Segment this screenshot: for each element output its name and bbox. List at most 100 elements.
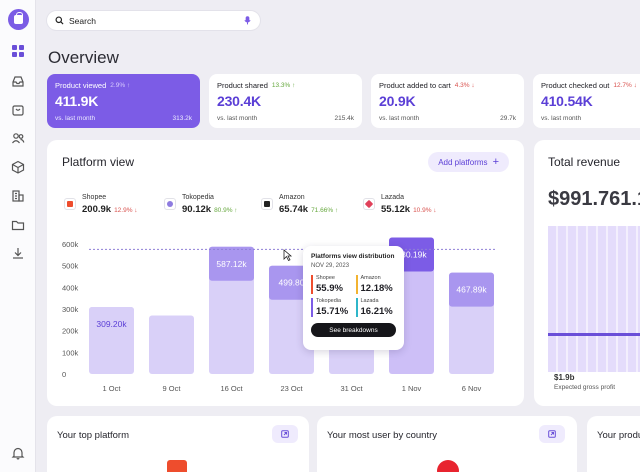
tooltip-item-tokopedia: Tokopedia 15.71% [311, 298, 352, 317]
amazon-logo-icon [261, 198, 273, 210]
x-tick-label: 23 Oct [280, 384, 303, 393]
bar-0: 309.20k [89, 307, 134, 374]
platform-value: 90.12k [182, 204, 212, 215]
gross-profit-value: $1.9b [554, 373, 575, 382]
kpi-card-product-shared[interactable]: Product shared 13.3% ↑ 230.4K vs. last mo… [209, 74, 362, 128]
page-title: Overview [48, 48, 119, 67]
dashboard-icon[interactable] [11, 44, 25, 58]
folder-icon[interactable] [11, 218, 25, 232]
cursor-icon [283, 249, 293, 262]
package-icon[interactable] [11, 160, 25, 174]
users-icon[interactable] [11, 131, 25, 145]
tooltip-item-value: 55.9% [316, 283, 343, 294]
shopee-bag-icon [167, 460, 187, 472]
y-tick-label: 0 [62, 370, 66, 379]
platform-view-title: Platform view [62, 155, 135, 169]
platform-delta: 71.66% ↑ [311, 207, 339, 214]
kpi-foot-value: 313.2k [172, 115, 192, 122]
y-tick-label: 500k [62, 262, 79, 271]
tooltip-item-name: Amazon [360, 275, 381, 281]
download-icon[interactable] [11, 246, 25, 260]
bar-2: 587.12k [209, 246, 254, 374]
kpi-label: Product added to cart [379, 81, 451, 90]
see-breakdowns-button[interactable]: See breakdowns [311, 323, 396, 337]
tooltip-date: NOV 29, 2023 [311, 263, 350, 269]
kpi-label: Product checked out [541, 81, 610, 90]
gross-profit-label: Expected gross profit [554, 384, 616, 391]
tooltip-item-amazon: Amazon 12.18% [355, 275, 397, 294]
tooltip-item-value: 16.21% [360, 306, 393, 317]
most-user-by-country-card: Your most user by country [317, 416, 577, 472]
kpi-delta: 12.7% ↓ [613, 82, 637, 89]
kpi-foot-value: 29.7k [500, 115, 516, 122]
bell-icon[interactable] [11, 446, 25, 460]
inbox-icon[interactable] [11, 74, 25, 88]
shopping-bag-icon [14, 12, 23, 24]
microphone-icon[interactable] [243, 16, 252, 25]
distribution-tooltip: Platforms view distribution NOV 29, 2023… [303, 246, 404, 350]
tokopedia-logo-icon [164, 198, 176, 210]
open-top-platform-button[interactable] [272, 425, 298, 443]
x-tick-label: 9 Oct [163, 384, 182, 393]
platform-name: Tokopedia [182, 194, 214, 201]
revenue-profit-line [548, 333, 640, 336]
revenue-bars [548, 226, 640, 372]
product-card-title: Your produ [597, 430, 640, 441]
most-user-by-country-title: Your most user by country [327, 430, 438, 441]
platform-stat-tokopedia[interactable]: Tokopedia 90.12k 80.9% ↑ [164, 194, 238, 215]
search-input[interactable]: Search [69, 15, 96, 26]
tooltip-item-shopee: Shopee 55.9% [311, 275, 352, 294]
platform-stat-shopee[interactable]: Shopee 200.9k 12.9% ↓ [64, 194, 138, 215]
cart-icon[interactable] [11, 103, 25, 117]
tooltip-item-name: Lazada [360, 298, 379, 304]
bar-label-band [269, 265, 314, 300]
kpi-delta: 4.3% ↓ [454, 82, 475, 89]
lazada-logo-icon [363, 198, 375, 210]
bar-label-band [89, 307, 134, 342]
x-tick-label: 31 Oct [340, 384, 363, 393]
top-platform-title: Your top platform [57, 430, 129, 441]
x-tick-label: 16 Oct [220, 384, 243, 393]
country-flag-icon [437, 460, 459, 472]
add-platforms-button[interactable]: Add platforms + [428, 152, 509, 172]
shopee-logo-icon [64, 198, 76, 210]
kpi-delta: 13.3% ↑ [271, 82, 296, 89]
tooltip-title: Platforms view distribution [311, 253, 395, 260]
bar-data-label: 499.80 [279, 278, 305, 288]
top-platform-card: Your top platform [47, 416, 309, 472]
bar-data-label: 467.89k [456, 285, 487, 295]
tooltip-item-lazada: Lazada 16.21% [355, 298, 397, 317]
y-tick-label: 300k [62, 305, 79, 314]
kpi-card-product-added-to-cart[interactable]: Product added to cart 4.3% ↓ 20.9K vs. la… [371, 74, 524, 128]
kpi-foot-value: 215.4k [334, 115, 354, 122]
kpi-value: 20.9K [379, 93, 416, 109]
platform-delta: 12.9% ↓ [114, 207, 138, 214]
tooltip-item-value: 15.71% [316, 306, 349, 317]
total-revenue-value: $991.761.1 [548, 188, 640, 210]
platform-value: 200.9k [82, 204, 112, 215]
app-logo[interactable] [8, 9, 29, 30]
y-tick-label: 100k [62, 348, 79, 357]
x-tick-label: 1 Oct [103, 384, 122, 393]
search-bar[interactable]: Search [47, 11, 260, 30]
total-revenue-title: Total revenue [548, 155, 621, 169]
kpi-card-product-viewed[interactable]: Product viewed 2.9% ↑ 411.9K vs. last mon… [47, 74, 200, 128]
add-platforms-label: Add platforms [438, 157, 488, 167]
kpi-value: 410.54K [541, 93, 593, 109]
bar-data-label: 587.12k [216, 259, 247, 269]
x-tick-label: 1 Nov [402, 384, 422, 393]
bar-data-label: 309.20k [96, 319, 127, 329]
kpi-value: 411.9K [55, 93, 99, 109]
platform-delta: 80.9% ↑ [214, 207, 238, 214]
y-tick-label: 400k [62, 283, 79, 292]
bar-label-band [449, 272, 494, 307]
bar[interactable] [149, 315, 194, 375]
bar-1 [149, 315, 194, 375]
platform-stat-amazon[interactable]: Amazon 65.74k 71.66% ↑ [261, 194, 338, 215]
building-icon[interactable] [11, 189, 25, 203]
search-icon [55, 16, 64, 25]
kpi-label: Product shared [217, 81, 268, 90]
kpi-card-product-checked-out[interactable]: Product checked out 12.7% ↓ 410.54K vs. l… [533, 74, 640, 128]
open-country-button[interactable] [539, 425, 565, 443]
platform-stat-lazada[interactable]: Lazada 55.12k 10.9% ↓ [363, 194, 437, 215]
